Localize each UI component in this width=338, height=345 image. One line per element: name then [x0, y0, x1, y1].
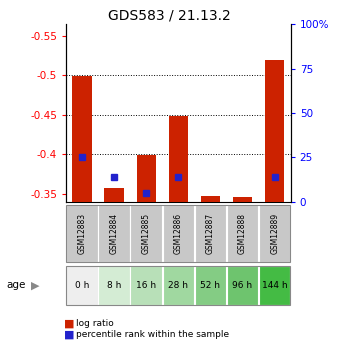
Text: ▶: ▶: [31, 280, 40, 290]
Text: ■: ■: [64, 330, 75, 339]
Text: 8 h: 8 h: [107, 281, 121, 290]
Bar: [201, 196, 220, 202]
Bar: [104, 188, 124, 202]
Text: GDS583 / 21.13.2: GDS583 / 21.13.2: [107, 9, 231, 23]
Text: 52 h: 52 h: [200, 281, 220, 290]
Text: 96 h: 96 h: [233, 281, 252, 290]
Text: age: age: [7, 280, 26, 290]
Text: GSM12887: GSM12887: [206, 213, 215, 254]
Bar: [169, 116, 188, 202]
Text: GSM12883: GSM12883: [77, 213, 87, 254]
Text: ■: ■: [64, 319, 75, 328]
Bar: [233, 197, 252, 202]
Text: GSM12886: GSM12886: [174, 213, 183, 254]
Bar: [137, 155, 156, 202]
Text: percentile rank within the sample: percentile rank within the sample: [76, 330, 229, 339]
Text: GSM12888: GSM12888: [238, 213, 247, 254]
Text: 144 h: 144 h: [262, 281, 287, 290]
Text: log ratio: log ratio: [76, 319, 114, 328]
Text: GSM12884: GSM12884: [110, 213, 119, 254]
Bar: [265, 60, 284, 202]
Text: 0 h: 0 h: [75, 281, 89, 290]
Text: GSM12885: GSM12885: [142, 213, 151, 254]
Bar: [72, 76, 92, 202]
Text: 28 h: 28 h: [168, 281, 188, 290]
Text: GSM12889: GSM12889: [270, 213, 279, 254]
Text: 16 h: 16 h: [136, 281, 156, 290]
